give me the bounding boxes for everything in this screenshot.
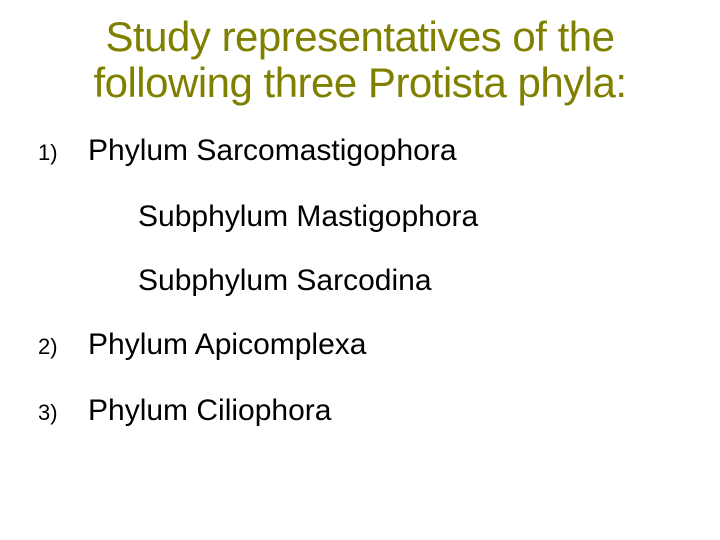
list-item-3: 3) Phylum Ciliophora bbox=[38, 394, 680, 428]
sub-item-2: Subphylum Sarcodina bbox=[38, 264, 680, 298]
list-item-2: 2) Phylum Apicomplexa bbox=[38, 328, 680, 362]
list-text: Phylum Ciliophora bbox=[88, 394, 331, 428]
slide-body: 1) Phylum Sarcomastigophora Subphylum Ma… bbox=[0, 106, 720, 428]
title-line-2: following three Protista phyla: bbox=[93, 59, 626, 106]
list-text: Phylum Apicomplexa bbox=[88, 328, 366, 362]
sub-text: Subphylum Sarcodina bbox=[138, 264, 680, 298]
list-number: 3) bbox=[38, 400, 88, 426]
slide-title: Study representatives of the following t… bbox=[0, 0, 720, 106]
slide: Study representatives of the following t… bbox=[0, 0, 720, 540]
list-number: 2) bbox=[38, 334, 88, 360]
sub-item-1: Subphylum Mastigophora bbox=[38, 200, 680, 234]
list-text: Phylum Sarcomastigophora bbox=[88, 134, 457, 168]
sub-text: Subphylum Mastigophora bbox=[138, 200, 680, 234]
list-item-1: 1) Phylum Sarcomastigophora bbox=[38, 134, 680, 168]
title-line-1: Study representatives of the bbox=[106, 13, 615, 60]
list-number: 1) bbox=[38, 140, 88, 166]
